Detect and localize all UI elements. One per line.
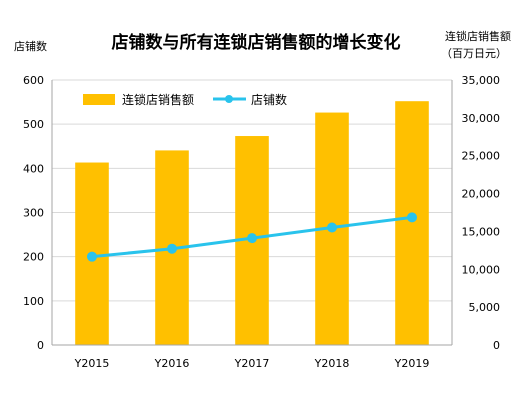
chart-title: 店铺数与所有连锁店销售额的增长变化 bbox=[112, 32, 401, 53]
right-tick-labels: 0 5,000 10,000 15,000 20,000 25,000 30,000 35,0… bbox=[462, 74, 501, 352]
left-tick-label: 200 bbox=[23, 251, 44, 264]
right-axis-label-line1: 连锁店销售额 bbox=[445, 29, 511, 43]
line-point bbox=[327, 222, 337, 233]
right-tick-label: 35,000 bbox=[462, 74, 501, 87]
x-tick-label: Y2018 bbox=[314, 357, 350, 370]
line-series bbox=[87, 212, 417, 262]
x-tick-labels: Y2015 Y2016 Y2017 Y2018 Y2019 bbox=[74, 357, 430, 370]
x-tick-label: Y2019 bbox=[394, 357, 430, 370]
legend-line-label: 店铺数 bbox=[251, 92, 287, 107]
right-tick-label: 0 bbox=[493, 339, 500, 352]
right-tick-label: 30,000 bbox=[462, 112, 501, 125]
line-point bbox=[167, 243, 177, 254]
line-point bbox=[87, 251, 97, 262]
right-axis-label-line2: （百万日元） bbox=[441, 47, 507, 60]
legend: 连锁店销售额 店铺数 bbox=[83, 92, 287, 107]
x-tick-label: Y2017 bbox=[234, 357, 270, 370]
legend-bar-label: 连锁店销售额 bbox=[122, 92, 194, 107]
left-tick-label: 300 bbox=[23, 207, 44, 220]
legend-bar-swatch bbox=[83, 94, 115, 105]
left-tick-label: 100 bbox=[23, 295, 44, 308]
right-tick-label: 5,000 bbox=[469, 301, 501, 314]
legend-line-marker bbox=[225, 95, 233, 103]
right-tick-label: 10,000 bbox=[462, 263, 501, 276]
right-tick-label: 25,000 bbox=[462, 150, 501, 163]
bar bbox=[395, 101, 429, 345]
left-tick-label: 0 bbox=[37, 339, 44, 352]
x-tick-label: Y2016 bbox=[154, 357, 190, 370]
x-tick-label: Y2015 bbox=[74, 357, 110, 370]
left-tick-label: 400 bbox=[23, 162, 44, 175]
left-tick-label: 600 bbox=[23, 74, 44, 87]
left-tick-labels: 0 100 200 300 400 500 600 bbox=[23, 74, 44, 352]
line-point bbox=[407, 212, 417, 223]
left-axis-label: 店铺数 bbox=[14, 39, 47, 53]
right-tick-label: 15,000 bbox=[462, 225, 501, 238]
axes bbox=[51, 80, 453, 346]
right-tick-label: 20,000 bbox=[462, 188, 501, 201]
left-tick-label: 500 bbox=[23, 118, 44, 131]
line-point bbox=[247, 233, 257, 244]
